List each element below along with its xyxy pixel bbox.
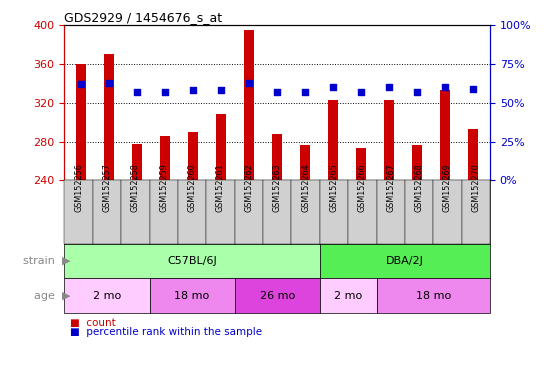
Bar [300,144,310,180]
Text: 2 mo: 2 mo [334,291,362,301]
Text: GSM152256: GSM152256 [74,164,83,212]
Text: DBA/2J: DBA/2J [386,256,424,266]
Text: GSM152258: GSM152258 [131,164,140,212]
Text: GSM152259: GSM152259 [159,163,168,212]
Bar [216,114,226,180]
Point [385,84,394,90]
Text: GSM152261: GSM152261 [216,164,225,212]
Text: 18 mo: 18 mo [175,291,209,301]
Bar [384,100,394,180]
Text: ■  count: ■ count [70,318,116,328]
Text: ▶: ▶ [62,291,70,301]
Text: 18 mo: 18 mo [416,291,451,301]
Bar [468,129,478,180]
Text: GSM152257: GSM152257 [102,163,111,212]
Point [441,84,450,90]
Bar [132,144,142,180]
Point [357,89,366,95]
Bar [160,136,170,180]
Point [105,79,114,86]
Text: GSM152267: GSM152267 [386,164,395,212]
Text: C57BL/6J: C57BL/6J [167,256,217,266]
Bar [412,146,422,180]
Point [245,79,254,86]
Point [161,89,170,95]
Text: 26 mo: 26 mo [260,291,295,301]
Bar [244,30,254,180]
Point [133,89,142,95]
Text: strain: strain [24,256,59,266]
Bar [76,64,86,180]
Text: GSM152263: GSM152263 [273,164,282,212]
Bar [104,54,114,180]
Text: GSM152264: GSM152264 [301,164,310,212]
Bar [440,90,450,180]
Text: GSM152266: GSM152266 [358,164,367,212]
Bar [272,134,282,180]
Bar [356,148,366,180]
Point [329,84,338,90]
Point [469,86,478,92]
Bar [328,100,338,180]
Text: GSM152260: GSM152260 [188,164,197,212]
Point [273,89,282,95]
Text: 2 mo: 2 mo [93,291,121,301]
Bar [188,132,198,180]
Point [301,89,310,95]
Text: GSM152265: GSM152265 [329,164,338,212]
Text: GSM152270: GSM152270 [472,164,480,212]
Point [77,81,86,87]
Text: ▶: ▶ [62,256,70,266]
Text: GSM152269: GSM152269 [443,164,452,212]
Text: age: age [34,291,59,301]
Point [413,89,422,95]
Text: GSM152262: GSM152262 [244,164,253,212]
Text: ■  percentile rank within the sample: ■ percentile rank within the sample [70,327,262,337]
Text: GDS2929 / 1454676_s_at: GDS2929 / 1454676_s_at [64,11,222,24]
Point [189,87,198,93]
Text: GSM152268: GSM152268 [414,164,423,212]
Point [217,87,226,93]
